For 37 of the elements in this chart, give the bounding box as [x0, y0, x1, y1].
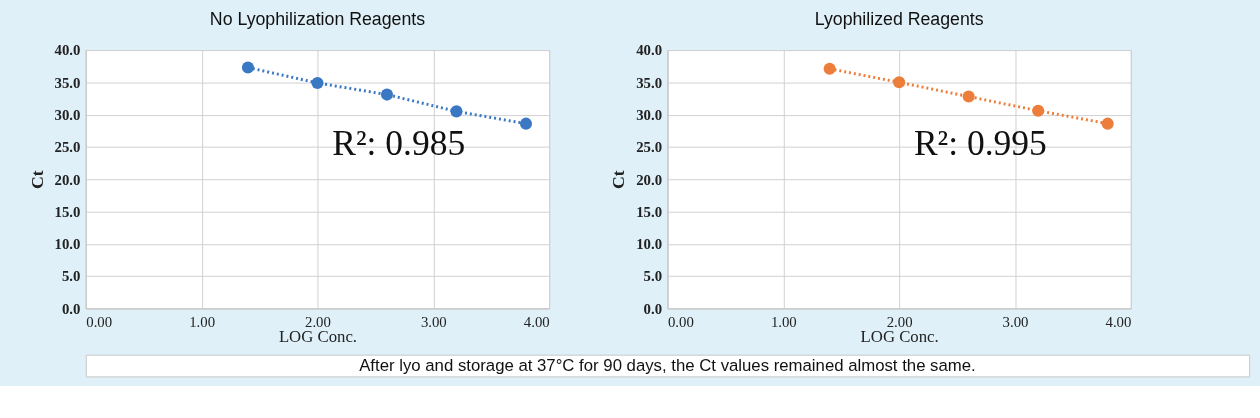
x-tick-label: 0.00: [86, 313, 113, 330]
y-tick-label: 10.0: [636, 236, 663, 253]
y-tick-label: 5.0: [61, 268, 81, 285]
y-tick-label: 15.0: [54, 203, 81, 220]
y-tick-label: 20.0: [636, 171, 663, 188]
y-tick-label: 30.0: [54, 107, 81, 124]
y-tick-label: 35.0: [636, 74, 663, 91]
x-tick-label: 3.00: [1002, 313, 1029, 330]
y-tick-label: 35.0: [54, 74, 81, 91]
y-tick-label: 25.0: [54, 139, 81, 156]
chart-title: No Lyophilization Reagents: [209, 9, 426, 30]
y-tick-label: 10.0: [54, 236, 81, 253]
chart-title: Lyophilized Reagents: [814, 9, 984, 30]
y-tick-label: 40.0: [54, 42, 81, 59]
y-tick-label: 30.0: [636, 107, 663, 124]
x-axis-title: LOG Conc.: [278, 327, 358, 347]
x-tick-label: 0.00: [667, 313, 694, 330]
x-tick-label: 1.00: [770, 313, 797, 330]
x-axis-title: LOG Conc.: [860, 327, 939, 347]
annotation: R²: 0.995: [913, 122, 1047, 163]
x-tick-label: 4.00: [1105, 313, 1132, 330]
y-tick-label: 25.0: [636, 139, 663, 156]
y-tick-label: 20.0: [54, 171, 81, 188]
x-tick-label: 1.00: [189, 313, 216, 330]
y-tick-label: 40.0: [636, 42, 663, 59]
text: After lyo and storage at 37°C for 90 days, the Ct values remained almost the same.: [359, 356, 976, 376]
annotation: R²: 0.985: [332, 122, 466, 163]
y-tick-label: 5.0: [643, 268, 663, 285]
y-tick-label: 0.0: [643, 300, 663, 317]
x-tick-label: 4.00: [523, 313, 550, 330]
y-tick-label: 0.0: [61, 300, 81, 317]
x-tick-label: 3.00: [420, 313, 447, 330]
y-axis-title: Ct: [26, 170, 47, 190]
y-tick-label: 15.0: [636, 203, 663, 220]
y-axis-title: Ct: [608, 170, 629, 190]
x-tick-label: 2.00: [886, 313, 913, 330]
x-tick-label: 2.00: [305, 313, 331, 330]
